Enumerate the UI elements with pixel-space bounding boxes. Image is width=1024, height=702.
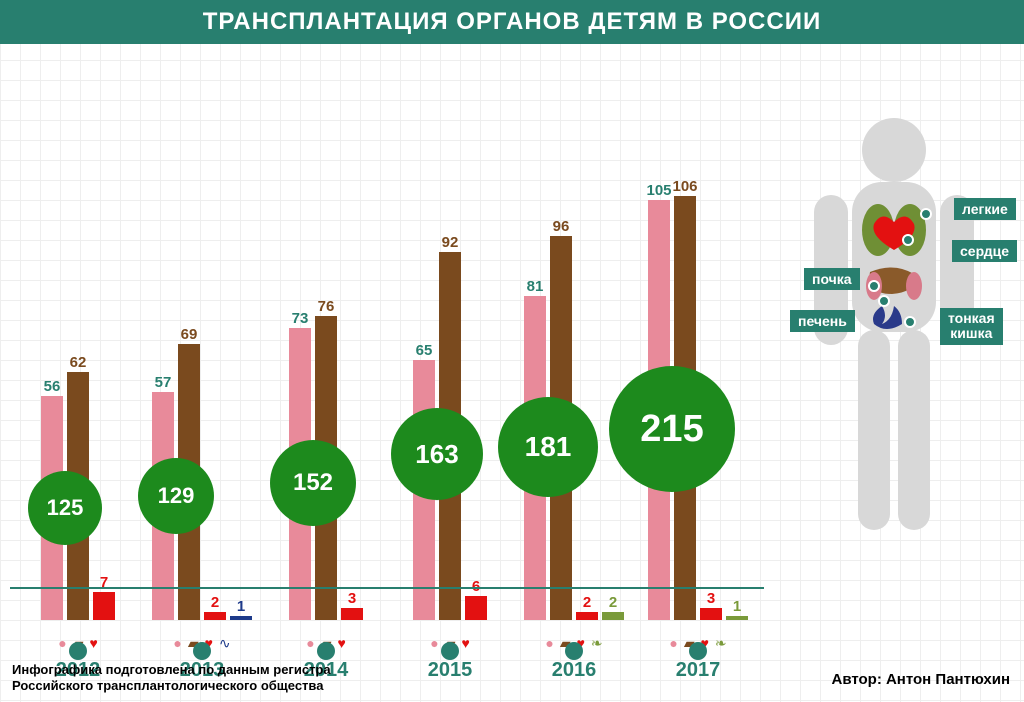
intestine-icon: ∿	[219, 636, 231, 650]
year-group-2012: 56627125●▰♥2012	[18, 120, 138, 620]
bar-heart: 3	[700, 608, 722, 620]
heart-icon: ♥	[89, 636, 97, 650]
organ-label-kidney: почка	[804, 268, 860, 290]
kidney-icon: ●	[173, 636, 181, 650]
bar-value-label: 57	[148, 375, 178, 390]
year-label: 2016	[514, 659, 634, 682]
bar-intestine: 1	[230, 616, 252, 620]
year-axis-dot	[69, 642, 87, 660]
total-circle: 163	[391, 408, 483, 500]
year-axis-dot	[565, 642, 583, 660]
bar-heart: 2	[576, 612, 598, 620]
bar-value-label: 3	[337, 591, 367, 606]
bar-value-label: 62	[63, 355, 93, 370]
heart-dot	[902, 234, 914, 246]
kidney-icon: ●	[58, 636, 66, 650]
year-group-2017: 10510631215●▰♥❧2017	[638, 120, 758, 620]
bar-value-label: 65	[409, 343, 439, 358]
year-axis-dot	[441, 642, 459, 660]
kidney-dot	[868, 280, 880, 292]
bar-heart: 2	[204, 612, 226, 620]
total-circle: 129	[138, 458, 214, 534]
year-label: 2015	[390, 659, 510, 682]
kidney-icon: ●	[669, 636, 677, 650]
lungs-icon: ❧	[591, 636, 603, 650]
bar-value-label: 56	[37, 379, 67, 394]
bar-value-label: 1	[226, 599, 256, 614]
bar-heart: 3	[341, 608, 363, 620]
year-group-2016: 819622181●▰♥❧2016	[514, 120, 634, 620]
bar-value-label: 92	[435, 235, 465, 250]
bar-value-label: 69	[174, 327, 204, 342]
footer-source: Инфографика подготовлена по данным регис…	[12, 662, 331, 695]
kidney-icon: ●	[306, 636, 314, 650]
lungs-icon: ❧	[715, 636, 727, 650]
year-group-2014: 73763152●▰♥2014	[266, 120, 386, 620]
bar-value-label: 106	[670, 179, 700, 194]
x-axis	[10, 587, 764, 589]
organ-label-intestine: тонкаякишка	[940, 308, 1003, 345]
bar-chart: 56627125●▰♥2012576921129●▰♥∿201373763152…	[10, 60, 770, 620]
organ-label-lungs: легкие	[954, 198, 1016, 220]
heart-icon: ♥	[461, 636, 469, 650]
intestine-dot	[904, 316, 916, 328]
total-circle: 181	[498, 397, 598, 497]
year-axis-dot	[317, 642, 335, 660]
kidney-icon: ●	[545, 636, 553, 650]
organ-label-heart: сердце	[952, 240, 1017, 262]
body-diagram: легкие сердце почка печень тонкаякишка	[774, 110, 1014, 550]
page-title: ТРАНСПЛАНТАЦИЯ ОРГАНОВ ДЕТЯМ В РОССИИ	[0, 0, 1024, 44]
bar-lungs: 2	[602, 612, 624, 620]
heart-icon: ♥	[337, 636, 345, 650]
bar-value-label: 96	[546, 219, 576, 234]
bar-heart: 7	[93, 592, 115, 620]
organ-label-liver: печень	[790, 310, 855, 332]
bar-value-label: 76	[311, 299, 341, 314]
year-axis-dot	[193, 642, 211, 660]
bar-lungs: 1	[726, 616, 748, 620]
year-label: 2017	[638, 659, 758, 682]
bar-value-label: 2	[598, 595, 628, 610]
total-circle: 152	[270, 440, 356, 526]
bar-value-label: 1	[722, 599, 752, 614]
year-group-2013: 576921129●▰♥∿2013	[142, 120, 262, 620]
liver-dot	[878, 295, 890, 307]
footer-author: Автор: Антон Пантюхин	[831, 671, 1010, 688]
total-circle: 215	[609, 366, 735, 492]
bar-heart: 6	[465, 596, 487, 620]
total-circle: 125	[28, 471, 102, 545]
year-group-2015: 65926163●▰♥2015	[390, 120, 510, 620]
bar-value-label: 81	[520, 279, 550, 294]
year-axis-dot	[689, 642, 707, 660]
kidney-icon: ●	[430, 636, 438, 650]
lungs-dot	[920, 208, 932, 220]
